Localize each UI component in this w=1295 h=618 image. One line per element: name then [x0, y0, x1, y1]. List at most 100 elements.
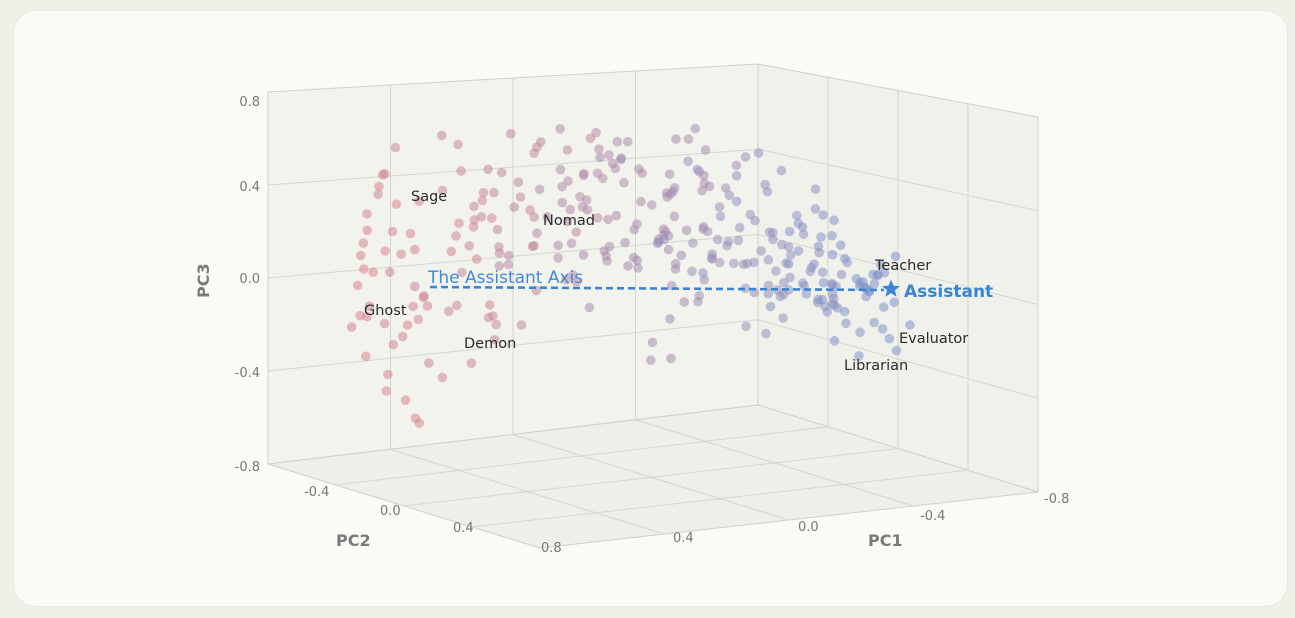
scatter-point	[553, 240, 563, 251]
scatter-point	[377, 170, 388, 180]
scatter-point	[714, 202, 725, 212]
scatter-point	[793, 218, 804, 229]
scatter-point	[592, 213, 603, 223]
scatter-point	[358, 238, 369, 248]
scatter-point	[424, 358, 434, 368]
scatter-point	[562, 216, 572, 227]
scatter-points	[346, 123, 915, 428]
scatter-point	[763, 254, 774, 265]
scatter-point	[532, 142, 542, 152]
scatter-point	[379, 318, 390, 329]
scatter-point	[464, 241, 475, 251]
scatter-point	[731, 171, 742, 181]
scatter-point	[509, 202, 519, 212]
scatter-point	[647, 337, 658, 348]
scatter-point	[591, 127, 601, 138]
scatter-point	[654, 237, 664, 247]
scatter-point	[778, 313, 788, 323]
scatter-point	[771, 266, 781, 276]
scatter-point	[731, 196, 742, 207]
scatter-point	[776, 165, 787, 176]
scatter-point	[854, 351, 864, 361]
scatter-point	[504, 250, 514, 261]
scatter-point	[676, 250, 687, 261]
scatter-point	[768, 227, 778, 238]
grid-line	[335, 426, 829, 486]
point-label-evaluator: Evaluator	[899, 331, 968, 347]
scatter-point	[687, 266, 697, 277]
scatter-point	[876, 259, 886, 270]
scatter-point	[827, 249, 838, 260]
point-label-sage: Sage	[411, 189, 447, 205]
scatter-point	[647, 200, 657, 210]
scatter-point	[457, 267, 467, 278]
scatter-point	[851, 273, 862, 284]
scatter-point	[670, 264, 681, 274]
grid-line	[471, 469, 969, 528]
scatter-point	[681, 225, 692, 236]
y-tick: 0.4	[453, 521, 474, 536]
y-tick: 0.8	[541, 541, 562, 556]
scatter-point	[575, 192, 585, 202]
scatter-point	[891, 345, 902, 356]
scatter-point	[396, 249, 406, 259]
x-tick: -0.8	[1044, 492, 1069, 507]
scatter-point	[839, 306, 850, 317]
scatter-point	[607, 158, 618, 169]
scatter-point	[555, 164, 566, 175]
scatter-point	[359, 264, 369, 274]
scatter-point	[753, 148, 764, 158]
scatter-point	[492, 224, 503, 235]
x-tick: 0.4	[673, 531, 694, 546]
scatter-point	[801, 289, 812, 299]
scatter-point	[561, 275, 571, 285]
scatter-point	[383, 369, 393, 380]
scatter-point	[578, 250, 589, 260]
scatter-point	[387, 226, 398, 237]
y-tick: -0.4	[304, 485, 329, 500]
scatter-point	[489, 187, 499, 198]
scatter-point	[731, 160, 742, 171]
scatter-point	[414, 418, 425, 428]
scatter-point	[388, 339, 399, 350]
x-tick: -0.4	[920, 509, 945, 524]
scatter-point	[616, 153, 627, 163]
x-tick: 0.0	[798, 520, 819, 535]
z-tick: 0.0	[239, 272, 260, 287]
scatter-point	[623, 261, 633, 271]
scatter-point	[373, 189, 383, 200]
scatter-point	[765, 301, 776, 312]
scatter-point	[683, 134, 694, 144]
scatter-point	[869, 278, 880, 289]
grid-line	[267, 319, 759, 372]
scatter-point	[595, 152, 605, 163]
scatter-point	[346, 322, 357, 332]
scatter-point	[683, 156, 693, 167]
scatter-point	[422, 301, 433, 311]
scatter-point	[792, 210, 802, 221]
scatter-point	[841, 318, 851, 329]
scatter-point	[506, 129, 516, 139]
scatter-point	[829, 215, 839, 226]
scatter-point	[471, 254, 482, 264]
assistant-axis-label: The Assistant Axis	[427, 268, 583, 288]
scatter-point	[446, 246, 457, 257]
z-axis-label: PC3	[194, 263, 213, 298]
scatter-point	[761, 328, 771, 339]
grid-line	[403, 448, 899, 507]
scatter-point	[577, 202, 588, 212]
scatter-point	[529, 212, 539, 222]
z-tick: 0.4	[239, 180, 260, 195]
scatter-point	[813, 241, 824, 252]
scatter-point	[584, 302, 595, 313]
scatter-point	[714, 257, 725, 268]
scatter-point	[503, 259, 514, 270]
scatter-point	[810, 204, 821, 214]
scatter-point	[633, 263, 643, 273]
scatter-point	[532, 228, 542, 238]
scatter-point	[715, 211, 726, 222]
scatter-point	[612, 136, 623, 147]
scatter-point	[905, 320, 915, 330]
scatter-point	[884, 333, 895, 344]
scatter-point	[658, 224, 669, 234]
